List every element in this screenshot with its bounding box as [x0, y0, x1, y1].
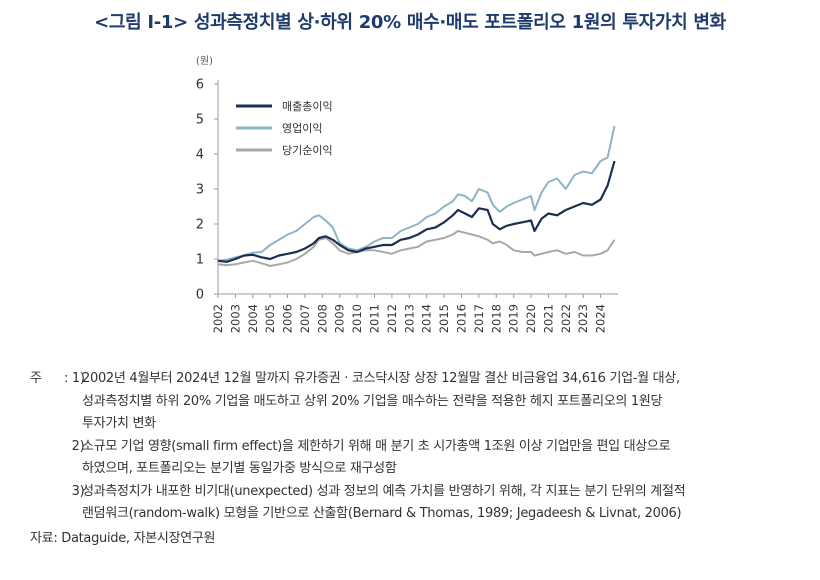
note-1-line-3: 투자가치 변화 — [82, 416, 156, 431]
note-lead: 주 — [30, 371, 42, 386]
line-chart: (원) 0 1 2 3 4 5 6 2002 2003 2004 2005 2006 2007 2008 20… — [196, 55, 618, 333]
x-tick-label: 2021 — [541, 304, 555, 333]
x-tick-label: 2018 — [489, 304, 503, 333]
figure-title: <그림 Ⅰ-1> 성과측정치별 상·하위 20% 매수·매도 포트폴리오 1원의… — [94, 12, 726, 33]
x-tick-label: 2004 — [246, 304, 260, 333]
series-line — [217, 125, 616, 262]
x-tick-label: 2022 — [559, 304, 573, 333]
x-tick-label: 2002 — [211, 304, 225, 333]
x-tick-label: 2009 — [333, 304, 347, 333]
chart-axes: (원) 0 1 2 3 4 5 6 2002 2003 2004 2005 2006 2007 2008 20… — [196, 55, 618, 333]
note-2: 2) 소규모 기업 영향(small firm effect)을 제한하기 위해… — [30, 436, 810, 481]
x-tick-label: 2005 — [263, 304, 277, 333]
x-tick-label: 2011 — [368, 304, 382, 333]
x-tick-label: 2010 — [350, 304, 364, 333]
x-tick-label: 2017 — [472, 304, 486, 333]
note-1-text: 2002년 4월부터 2024년 12월 말까지 유가증권 · 코스닥시장 상장… — [82, 368, 810, 436]
note-3-line-1: 성과측정치가 내포한 비기대(unexpected) 성과 정보의 예측 가치를… — [82, 483, 686, 499]
y-tick-label: 0 — [196, 288, 204, 303]
legend-label: 당기순이익 — [282, 144, 333, 157]
footnotes: 주 : 1) 2002년 4월부터 2024년 12월 말까지 유가증권 · 코… — [30, 368, 810, 550]
y-tick-label: 5 — [196, 113, 204, 128]
note-1: 주 : 1) 2002년 4월부터 2024년 12월 말까지 유가증권 · 코… — [30, 368, 810, 436]
note-3-number: 3) — [71, 483, 85, 499]
x-tick-label: 2015 — [437, 304, 451, 333]
note-1-line-1: 2002년 4월부터 2024년 12월 말까지 유가증권 · 코스닥시장 상장… — [82, 371, 680, 386]
x-tick-label: 2024 — [594, 304, 608, 333]
note-1-line-2: 성과측정치별 하위 20% 기업을 매도하고 상위 20% 기업을 매수하는 전… — [82, 393, 663, 409]
series-layer — [217, 125, 616, 267]
x-tick-label: 2007 — [298, 304, 312, 333]
x-tick-label: 2016 — [454, 304, 468, 333]
note-2-line-1: 소규모 기업 영향(small firm effect)을 제한하기 위해 매 … — [82, 438, 671, 454]
x-tick-label: 2008 — [315, 304, 329, 333]
x-tick-label: 2019 — [507, 304, 521, 333]
y-tick-label: 2 — [196, 218, 204, 233]
x-tick-label: 2003 — [228, 304, 242, 333]
note-2-text: 소규모 기업 영향(small firm effect)을 제한하기 위해 매 … — [82, 436, 810, 481]
x-tick-label: 2012 — [385, 304, 399, 333]
y-tick-label: 1 — [196, 253, 204, 268]
legend-label: 영업이익 — [282, 122, 322, 135]
note-1-number: : 1) — [64, 371, 85, 386]
x-tick-label: 2013 — [402, 304, 416, 333]
x-tick-label: 2014 — [420, 304, 434, 333]
series-line — [217, 230, 616, 267]
series-line — [217, 160, 616, 263]
note-3-text: 성과측정치가 내포한 비기대(unexpected) 성과 정보의 예측 가치를… — [82, 481, 810, 526]
note-3: 3) 성과측정치가 내포한 비기대(unexpected) 성과 정보의 예측 … — [30, 481, 810, 526]
y-tick-label: 6 — [196, 78, 204, 93]
x-tick-label: 2006 — [281, 304, 295, 333]
y-tick-label: 3 — [196, 183, 204, 198]
note-2-line-2: 하였으며, 포트폴리오는 분기별 동일가중 방식으로 재구성함 — [82, 461, 397, 476]
x-tick-label: 2020 — [524, 304, 538, 333]
note-3-line-2: 랜덤워크(random-walk) 모형을 기반으로 산출함(Bernard &… — [82, 506, 682, 521]
y-unit-label: (원) — [196, 55, 213, 67]
source-note: 자료: Dataguide, 자본시장연구원 — [30, 530, 216, 546]
note-2-number: 2) — [71, 438, 85, 454]
legend-label: 매출총이익 — [282, 100, 333, 113]
y-tick-label: 4 — [196, 148, 204, 163]
x-tick-label: 2023 — [576, 304, 590, 333]
